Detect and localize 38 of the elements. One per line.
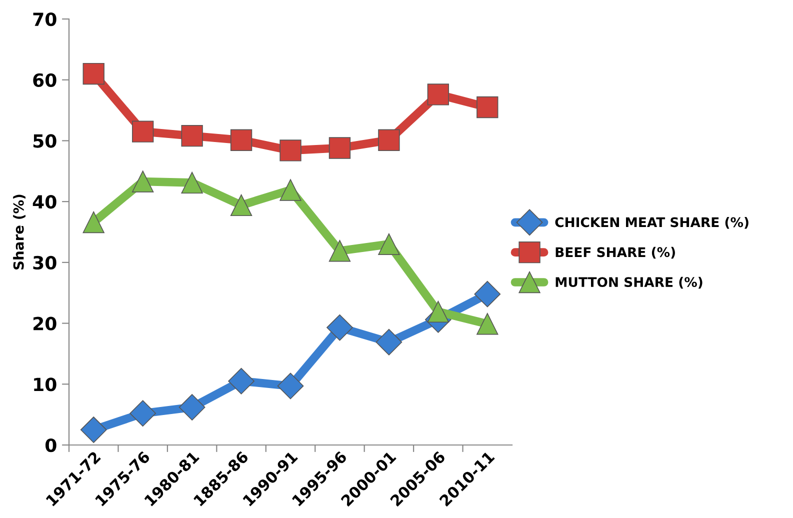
legend-label: CHICKEN MEAT SHARE (%) (555, 217, 748, 229)
point (132, 120, 154, 142)
point (328, 240, 351, 262)
point (427, 300, 450, 323)
point (230, 194, 252, 216)
legend-label: BEEF SHARE (%) (556, 246, 675, 259)
y-tick-label: 60 (33, 73, 56, 87)
point (280, 179, 302, 201)
point (476, 313, 498, 335)
y-tick-label: 50 (33, 134, 56, 148)
point (130, 400, 156, 427)
point (427, 84, 450, 106)
point (326, 314, 353, 341)
point (181, 125, 203, 147)
y-tick-label: 10 (34, 378, 56, 392)
point (82, 62, 104, 85)
point (277, 372, 304, 400)
y-tick-label: 30 (33, 256, 56, 270)
y-tick-label: 70 (33, 12, 56, 26)
point (378, 233, 400, 256)
point (328, 137, 351, 159)
point (280, 140, 302, 162)
point (82, 211, 104, 234)
y-tick-label: 20 (33, 316, 56, 330)
point (230, 129, 252, 151)
y-tick-label: 40 (32, 195, 56, 209)
point (80, 416, 107, 443)
point (181, 172, 203, 194)
point (474, 280, 501, 308)
y-axis-title: Share (%) (13, 194, 26, 270)
point (132, 170, 154, 192)
point (178, 394, 206, 420)
legend-label: MUTTON SHARE (%) (556, 276, 702, 289)
point (376, 328, 402, 356)
point (378, 129, 400, 151)
point (228, 368, 254, 394)
point (476, 96, 498, 118)
y-tick-label: 0 (45, 438, 56, 452)
